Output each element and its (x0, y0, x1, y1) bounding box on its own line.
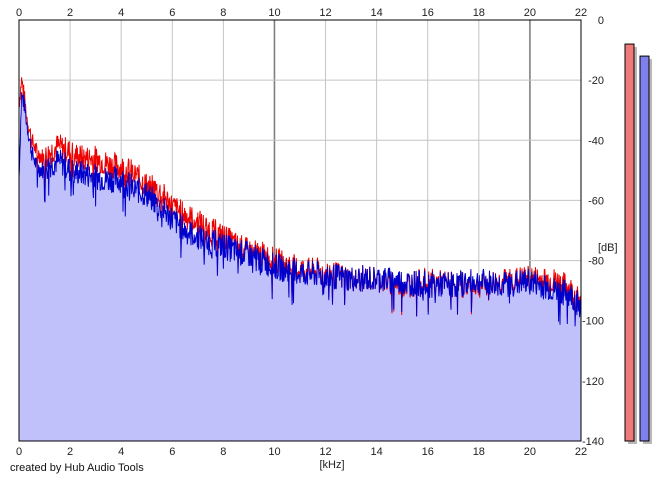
y-tick-label: -20 (588, 75, 604, 87)
x-tick-label-bottom: 2 (67, 446, 73, 458)
x-tick-label-bottom: 22 (575, 446, 587, 458)
x-tick-label-top: 14 (371, 7, 383, 19)
x-tick-label-top: 16 (422, 7, 434, 19)
y-tick-label: -40 (588, 135, 604, 147)
y-tick-label: -60 (588, 195, 604, 207)
y-tick-label: -120 (582, 376, 604, 388)
x-tick-label-bottom: 6 (169, 446, 175, 458)
x-tick-label-top: 18 (473, 7, 485, 19)
x-tick-label-top: 12 (319, 7, 331, 19)
series-2-line (18, 92, 582, 327)
x-tick-label-top: 2 (67, 7, 73, 19)
x-tick-label-bottom: 14 (371, 446, 383, 458)
x-tick-label-top: 10 (268, 7, 280, 19)
channel-level-meter (624, 43, 635, 442)
credit-text: created by Hub Audio Tools (10, 462, 144, 474)
x-tick-label-bottom: 20 (524, 446, 536, 458)
x-tick-label-top: 0 (16, 7, 22, 19)
x-tick-label-bottom: 18 (473, 446, 485, 458)
x-tick-label-bottom: 0 (16, 446, 22, 458)
x-tick-label-top: 6 (169, 7, 175, 19)
channel-level-meter (639, 55, 650, 442)
x-tick-label-bottom: 12 (319, 446, 331, 458)
x-tick-label-top: 20 (524, 7, 536, 19)
x-tick-label-top: 8 (220, 7, 226, 19)
y-tick-label: 0 (598, 15, 604, 27)
plot-frame (18, 19, 582, 442)
x-tick-label-top: 22 (575, 7, 587, 19)
y-tick-label: -140 (582, 436, 604, 448)
y-axis-label: [dB] (598, 242, 618, 254)
y-tick-label: -100 (582, 316, 604, 328)
x-tick-label-bottom: 10 (268, 446, 280, 458)
x-axis-label: [kHz] (319, 459, 344, 471)
x-tick-label-bottom: 4 (118, 446, 124, 458)
x-tick-label-bottom: 16 (422, 446, 434, 458)
x-tick-label-bottom: 8 (220, 446, 226, 458)
series-2-area (19, 92, 581, 442)
x-tick-label-top: 4 (118, 7, 124, 19)
y-tick-label: -80 (588, 256, 604, 268)
